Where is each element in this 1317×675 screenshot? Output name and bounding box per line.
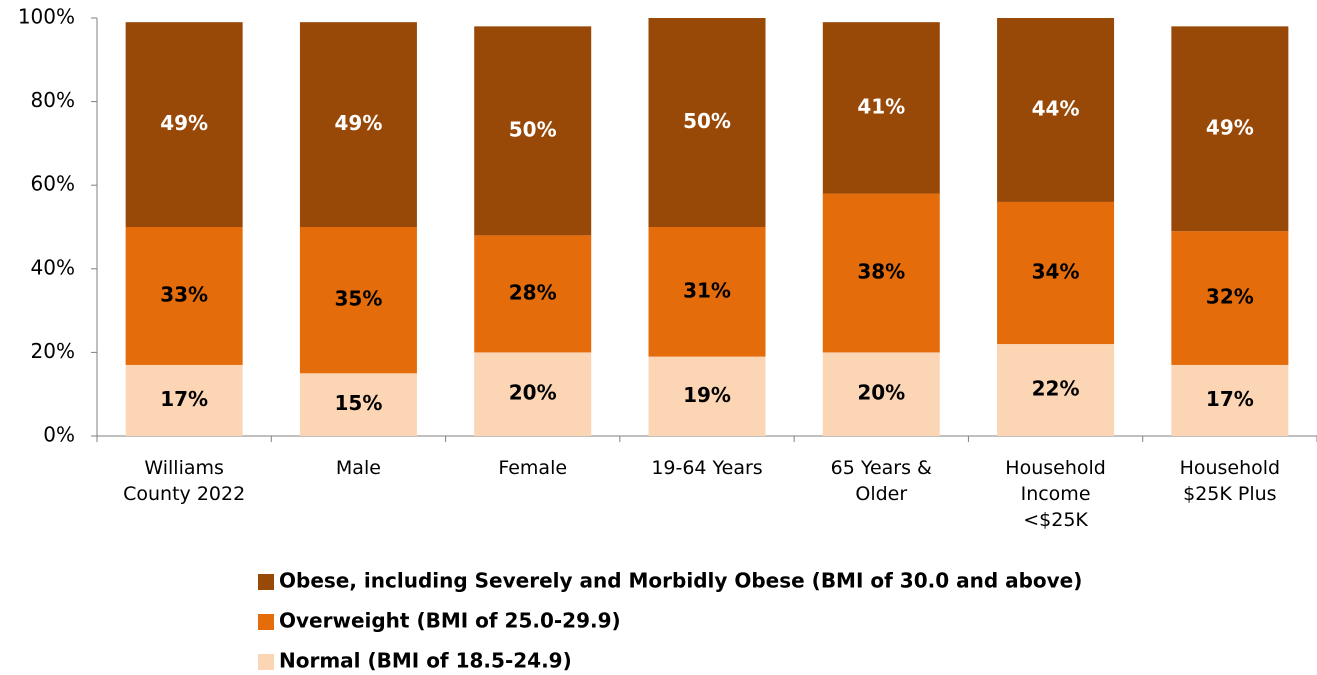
data-label: 49%	[1206, 115, 1254, 139]
x-tick-label: 65 Years & Older	[830, 457, 932, 505]
bar-segment	[997, 18, 1115, 202]
data-label: 32%	[1206, 285, 1254, 309]
bar-segment	[648, 356, 766, 436]
data-label: 19%	[683, 383, 731, 407]
legend-swatch	[258, 614, 274, 630]
data-label: 41%	[857, 94, 905, 118]
bar-segment	[299, 227, 417, 374]
bar-segment	[648, 227, 766, 357]
data-label: 17%	[160, 387, 208, 411]
data-label: 49%	[160, 111, 208, 135]
data-label: 34%	[1032, 259, 1080, 283]
y-tick-label: 20%	[31, 339, 75, 363]
x-tick-label: Williams County 2022	[123, 457, 246, 505]
bar-segment	[125, 364, 243, 436]
data-label: 44%	[1032, 96, 1080, 120]
bar-segment	[997, 201, 1115, 345]
y-tick-label: 80%	[31, 88, 75, 112]
bar-segment	[125, 22, 243, 228]
x-tick-label: Female	[498, 457, 568, 479]
bar-segment	[474, 26, 592, 236]
y-tick-label: 40%	[31, 255, 75, 279]
data-label: 20%	[509, 381, 557, 405]
data-label: 33%	[160, 282, 208, 306]
y-tick-label: 0%	[43, 423, 75, 447]
x-tick-label: Male	[335, 457, 381, 479]
bar-segment	[1171, 26, 1289, 232]
legend-label: Normal (BMI of 18.5-24.9)	[279, 649, 572, 673]
data-label: 35%	[334, 287, 382, 311]
bar-segment	[822, 352, 940, 436]
data-label: 20%	[857, 381, 905, 405]
bar-segment	[299, 22, 417, 228]
legend-swatch	[258, 654, 274, 670]
data-label: 28%	[509, 280, 557, 304]
bar-segment	[1171, 364, 1289, 436]
x-tick-label: Household Income <$25K	[1005, 457, 1106, 531]
data-label: 50%	[683, 109, 731, 133]
bar-segment	[474, 352, 592, 436]
data-label: 22%	[1032, 377, 1080, 401]
data-label: 15%	[334, 391, 382, 415]
x-tick-label: 19-64 Years	[651, 457, 763, 479]
y-tick-label: 100%	[18, 5, 75, 29]
bar-segment	[648, 18, 766, 227]
legend-label: Overweight (BMI of 25.0-29.9)	[279, 609, 621, 633]
bar-segment	[299, 373, 417, 436]
bar-segment	[822, 22, 940, 194]
bar-segment	[997, 344, 1115, 436]
x-tick-label: Household $25K Plus	[1179, 457, 1281, 505]
bar-segment	[474, 235, 592, 353]
data-label: 50%	[509, 117, 557, 141]
bar-segment	[822, 193, 940, 353]
bar-segment	[1171, 231, 1289, 365]
data-label: 38%	[857, 259, 905, 283]
data-label: 31%	[683, 278, 731, 302]
legend-swatch	[258, 574, 274, 590]
data-label: 17%	[1206, 387, 1254, 411]
data-label: 49%	[334, 111, 382, 135]
bar-segment	[125, 227, 243, 365]
y-tick-label: 60%	[31, 172, 75, 196]
legend-label: Obese, including Severely and Morbidly O…	[279, 569, 1082, 593]
